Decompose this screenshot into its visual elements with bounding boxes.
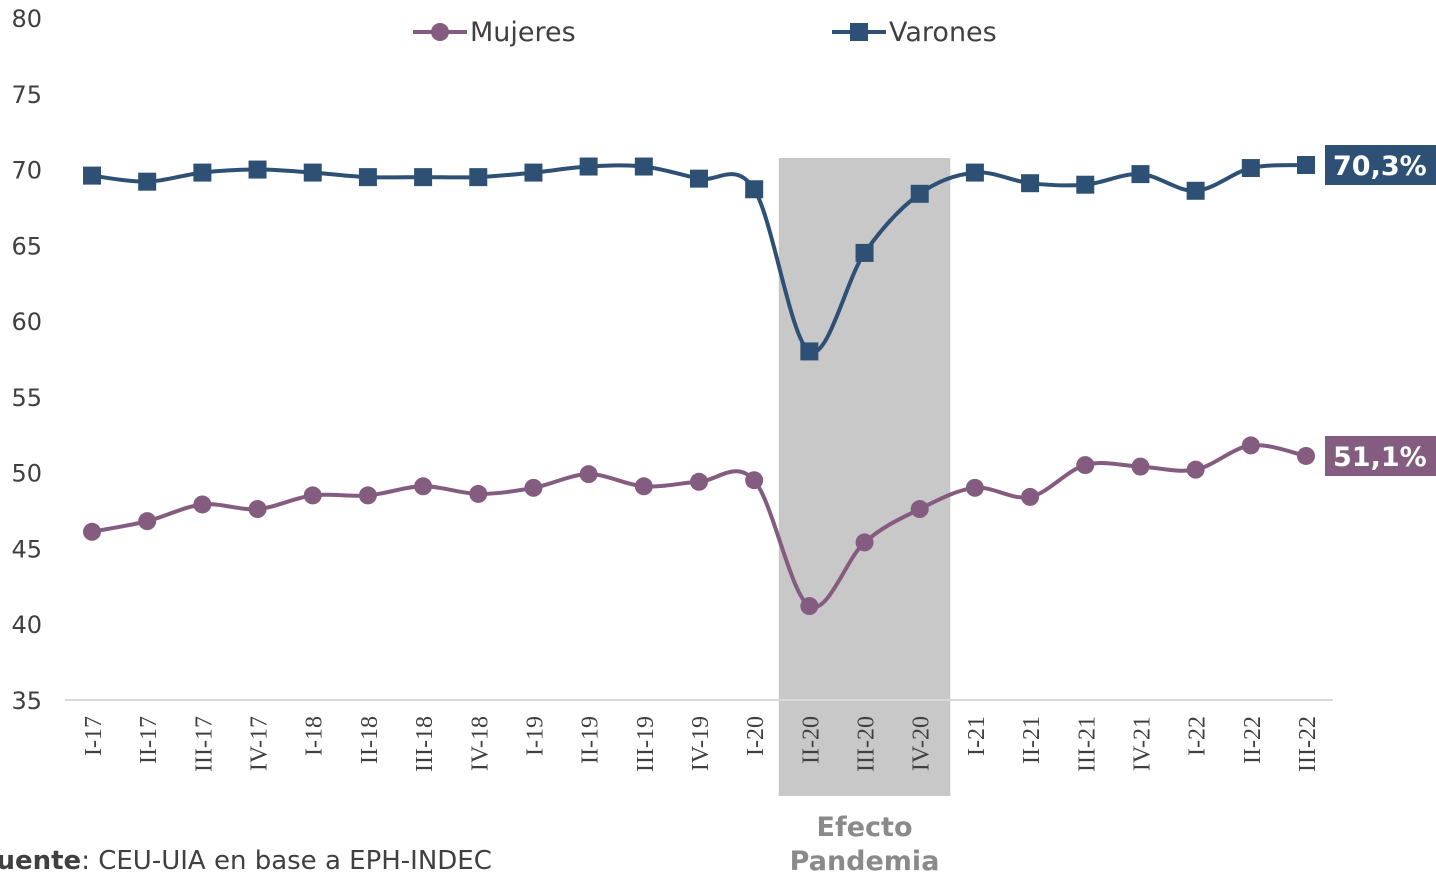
x-tick-label: II-19: [578, 716, 604, 764]
value-label: 70,3%: [1333, 151, 1427, 182]
x-tick-label: I-17: [81, 716, 107, 756]
data-point: [1131, 165, 1150, 184]
data-point: [690, 472, 708, 491]
data-point: [414, 168, 433, 187]
data-point: [303, 163, 322, 182]
data-point: [910, 184, 929, 203]
data-point: [634, 477, 653, 496]
data-point: [965, 163, 984, 182]
x-tick-label: II-21: [1019, 716, 1045, 764]
x-tick-label: III-22: [1295, 716, 1321, 772]
y-tick-label: 70: [11, 157, 42, 185]
x-tick-label: I-18: [302, 716, 328, 756]
data-point: [138, 512, 157, 531]
y-tick-label: 65: [11, 232, 42, 260]
data-point: [358, 168, 377, 187]
y-tick-label: 50: [11, 460, 42, 488]
y-tick-label: 80: [11, 5, 42, 33]
data-point: [83, 166, 101, 185]
x-tick-label: II-18: [357, 716, 383, 764]
x-tick-label: III-20: [854, 716, 880, 772]
value-label-box: [1325, 145, 1436, 186]
data-point: [1241, 436, 1260, 455]
data-point: [1131, 457, 1150, 476]
data-point: [910, 500, 929, 519]
x-tick-label: II-17: [136, 716, 162, 764]
x-tick-label: IV-17: [247, 716, 273, 771]
data-point: [1241, 159, 1260, 178]
data-point: [414, 477, 433, 496]
data-point: [579, 465, 598, 484]
y-tick-label: 60: [11, 308, 42, 336]
data-point: [469, 168, 488, 187]
data-point: [469, 484, 488, 503]
value-label: 51,1%: [1333, 442, 1427, 473]
data-point: [965, 478, 984, 497]
x-tick-label: IV-19: [688, 716, 714, 771]
x-tick-label: II-22: [1240, 716, 1266, 764]
data-point: [524, 163, 543, 182]
x-tick-label: I-21: [964, 716, 990, 756]
legend-marker: [431, 23, 449, 41]
legend-marker: [850, 23, 868, 41]
legend-label: Varones: [889, 17, 997, 48]
x-tick-label: I-19: [522, 716, 548, 756]
y-tick-label: 75: [11, 81, 42, 109]
data-point: [524, 478, 543, 497]
x-tick-label: IV-20: [909, 716, 935, 771]
data-point: [800, 342, 819, 361]
source-text: : CEU-UIA en base a EPH-INDEC: [81, 846, 492, 874]
shade-label: Efecto: [817, 812, 913, 843]
data-point: [855, 243, 874, 262]
data-point: [248, 500, 267, 519]
y-tick-label: 40: [11, 611, 42, 639]
data-point: [1186, 460, 1205, 479]
x-tick-label: I-22: [1185, 716, 1211, 756]
data-point: [83, 522, 101, 541]
data-point: [248, 160, 267, 179]
pandemic-shade: [778, 158, 951, 796]
x-tick-label: IV-18: [467, 716, 493, 771]
legend-label: Mujeres: [470, 17, 576, 48]
data-point: [1076, 175, 1095, 194]
data-point: [303, 486, 322, 505]
data-point: [193, 495, 212, 514]
x-tick-label: III-17: [191, 716, 217, 772]
data-point: [1186, 181, 1205, 200]
x-tick-label: III-19: [633, 716, 659, 772]
shade-label: Pandemia: [790, 846, 940, 874]
source: Fuente: CEU-UIA en base a EPH-INDEC: [0, 846, 492, 874]
x-tick-label: I-20: [743, 716, 769, 756]
data-point: [358, 486, 377, 505]
source-label: Fuente: [0, 846, 81, 874]
data-point: [138, 172, 157, 191]
data-point: [800, 597, 819, 616]
x-tick-label: III-18: [412, 716, 438, 772]
data-point: [1297, 446, 1315, 465]
x-tick-label: IV-21: [1129, 716, 1155, 771]
data-point: [634, 157, 653, 176]
value-label-box: [1325, 435, 1436, 476]
data-point: [579, 157, 598, 176]
y-tick-label: 45: [11, 535, 42, 563]
data-point: [855, 533, 874, 552]
y-tick-label: 35: [11, 687, 42, 715]
data-point: [745, 471, 764, 490]
series-line: [91, 443, 1307, 610]
x-tick-label: III-21: [1074, 716, 1100, 772]
y-tick-label: 55: [11, 384, 42, 412]
x-tick-label: II-20: [798, 716, 824, 764]
data-point: [1021, 174, 1040, 193]
data-point: [1021, 487, 1040, 506]
series-line: [91, 163, 1307, 355]
data-point: [1076, 456, 1095, 475]
data-point: [193, 163, 212, 182]
data-point: [690, 169, 708, 188]
data-point: [1297, 156, 1315, 175]
data-point: [745, 180, 764, 199]
